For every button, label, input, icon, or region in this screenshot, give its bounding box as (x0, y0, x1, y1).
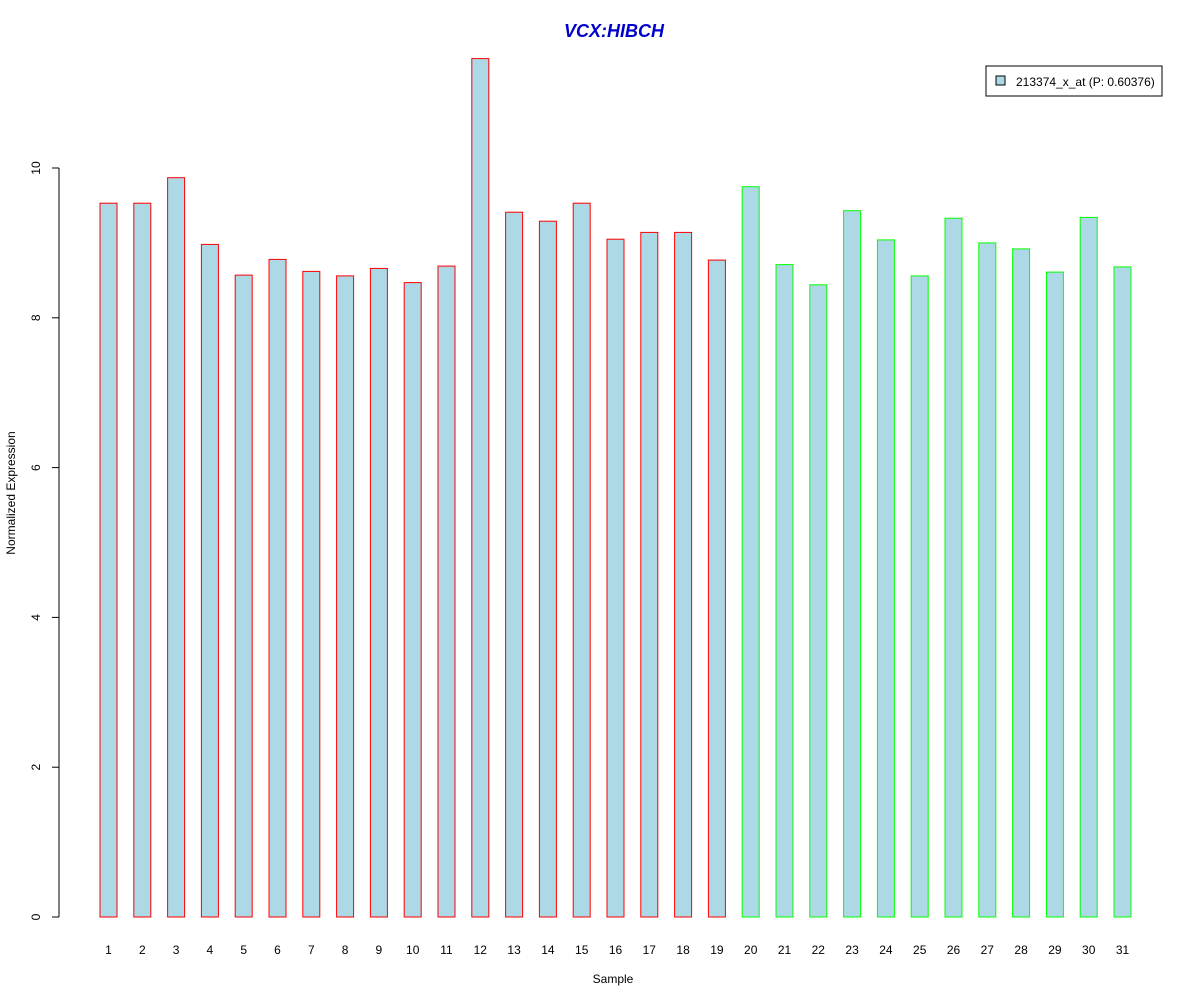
legend: 213374_x_at (P: 0.60376) (985, 65, 1163, 97)
bar-sample-5 (234, 274, 253, 918)
legend-swatch (995, 75, 1006, 86)
bar-sample-30 (1079, 216, 1098, 918)
bar-sample-8 (336, 275, 355, 918)
x-tick-label: 16 (609, 943, 623, 957)
bar-sample-6 (268, 258, 287, 918)
x-tick-label: 27 (981, 943, 995, 957)
x-tick-label: 5 (240, 943, 247, 957)
bar-sample-18 (674, 231, 693, 918)
bar-sample-26 (944, 217, 963, 918)
bar-sample-2 (133, 202, 152, 918)
x-tick-label: 4 (207, 943, 214, 957)
legend-entry-label: 213374_x_at (P: 0.60376) (1016, 75, 1155, 89)
x-tick-label: 15 (575, 943, 589, 957)
x-tick-label: 10 (406, 943, 420, 957)
x-tick-label: 20 (744, 943, 758, 957)
y-tick-label: 6 (29, 464, 43, 471)
x-tick-label: 8 (342, 943, 349, 957)
bar-sample-15 (572, 202, 591, 918)
bars-group (99, 58, 1132, 918)
x-tick-label: 26 (947, 943, 961, 957)
x-tick-label: 9 (376, 943, 383, 957)
x-tick-label: 11 (440, 943, 453, 957)
x-tick-label: 29 (1048, 943, 1062, 957)
bar-sample-9 (369, 267, 388, 918)
bar-sample-10 (403, 282, 422, 918)
bar-sample-16 (606, 238, 625, 918)
x-tick-label: 21 (778, 943, 792, 957)
bar-sample-31 (1113, 266, 1132, 918)
x-tick-label: 31 (1116, 943, 1130, 957)
chart-title: VCX:HIBCH (564, 21, 665, 41)
legend-box (985, 65, 1163, 97)
x-axis-label: Sample (593, 972, 634, 986)
y-tick-label: 2 (29, 764, 43, 771)
x-tick-label: 3 (173, 943, 180, 957)
y-tick-label: 4 (29, 614, 43, 621)
x-tick-label: 22 (812, 943, 826, 957)
x-tick-label: 25 (913, 943, 927, 957)
x-tick-label: 7 (308, 943, 315, 957)
bar-sample-3 (167, 177, 186, 918)
bar-sample-20 (741, 186, 760, 918)
bar-sample-28 (1012, 248, 1031, 918)
x-tick-label: 18 (676, 943, 690, 957)
bar-sample-11 (437, 265, 456, 918)
x-tick-label: 13 (507, 943, 521, 957)
x-tick-label: 24 (879, 943, 893, 957)
y-tick-label: 10 (29, 161, 43, 175)
x-tick-label: 19 (710, 943, 724, 957)
bar-sample-22 (809, 284, 828, 918)
bar-sample-17 (640, 231, 659, 918)
x-tick-label: 23 (845, 943, 859, 957)
y-axis: 0 2 4 6 8 10 (29, 161, 60, 920)
bar-sample-19 (707, 259, 726, 918)
bar-sample-4 (200, 243, 219, 918)
x-tick-label: 1 (105, 943, 112, 957)
x-tick-label: 2 (139, 943, 146, 957)
bar-sample-25 (910, 275, 929, 918)
x-tick-label: 17 (643, 943, 657, 957)
x-tick-label: 28 (1014, 943, 1028, 957)
y-axis-label: Normalized Expression (4, 431, 18, 554)
x-tick-label: 6 (274, 943, 281, 957)
bar-sample-14 (538, 220, 557, 918)
bar-sample-27 (978, 242, 997, 918)
x-tick-label: 12 (474, 943, 488, 957)
bar-sample-23 (843, 210, 862, 918)
bar-sample-21 (775, 264, 794, 918)
x-tick-labels: 1 2 3 4 5 6 7 8 9 10 11 12 13 14 15 16 17 18 19 20 21 22 23 24 2… (105, 943, 1129, 957)
bar-sample-12 (471, 58, 490, 918)
x-tick-label: 30 (1082, 943, 1096, 957)
x-tick-label: 14 (541, 943, 555, 957)
bar-sample-7 (302, 270, 321, 918)
y-tick-label: 8 (29, 314, 43, 321)
bar-sample-1 (99, 202, 118, 918)
bar-sample-29 (1045, 271, 1064, 918)
y-tick-label: 0 (29, 913, 43, 920)
bar-sample-13 (505, 211, 524, 918)
bar-sample-24 (876, 239, 895, 918)
